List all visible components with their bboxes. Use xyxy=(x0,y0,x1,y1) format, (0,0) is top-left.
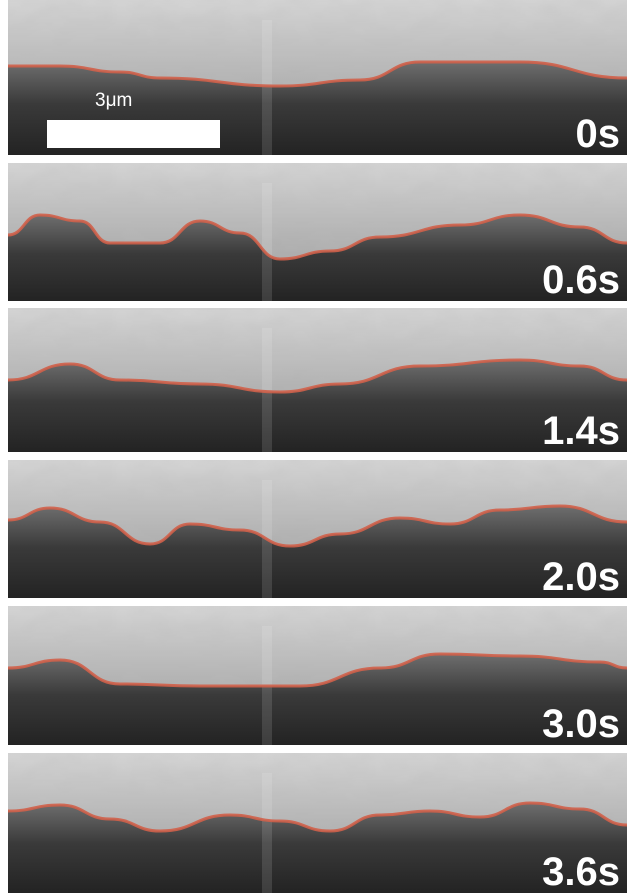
time-label: 2.0s xyxy=(542,555,620,599)
panel: 3.6s xyxy=(8,753,627,893)
vertical-streak xyxy=(262,773,272,893)
panel: 1.4s xyxy=(8,308,627,453)
time-label: 1.4s xyxy=(542,409,620,453)
panel: 2.0s xyxy=(8,460,627,599)
panel: 0.6s xyxy=(8,163,627,302)
vertical-streak xyxy=(262,183,272,301)
panel: 3.0s xyxy=(8,606,627,746)
micrograph-figure: 0s 0.6s 1.4s 2.0s 3.0s 3.6s 3μm xyxy=(0,0,627,893)
scale-bar-label: 3μm xyxy=(95,90,132,111)
vertical-streak xyxy=(262,20,272,155)
time-label: 0s xyxy=(576,112,621,156)
time-label: 3.0s xyxy=(542,702,620,746)
time-label: 0.6s xyxy=(542,258,620,302)
scale-bar xyxy=(47,120,220,148)
time-label: 3.6s xyxy=(542,850,620,893)
